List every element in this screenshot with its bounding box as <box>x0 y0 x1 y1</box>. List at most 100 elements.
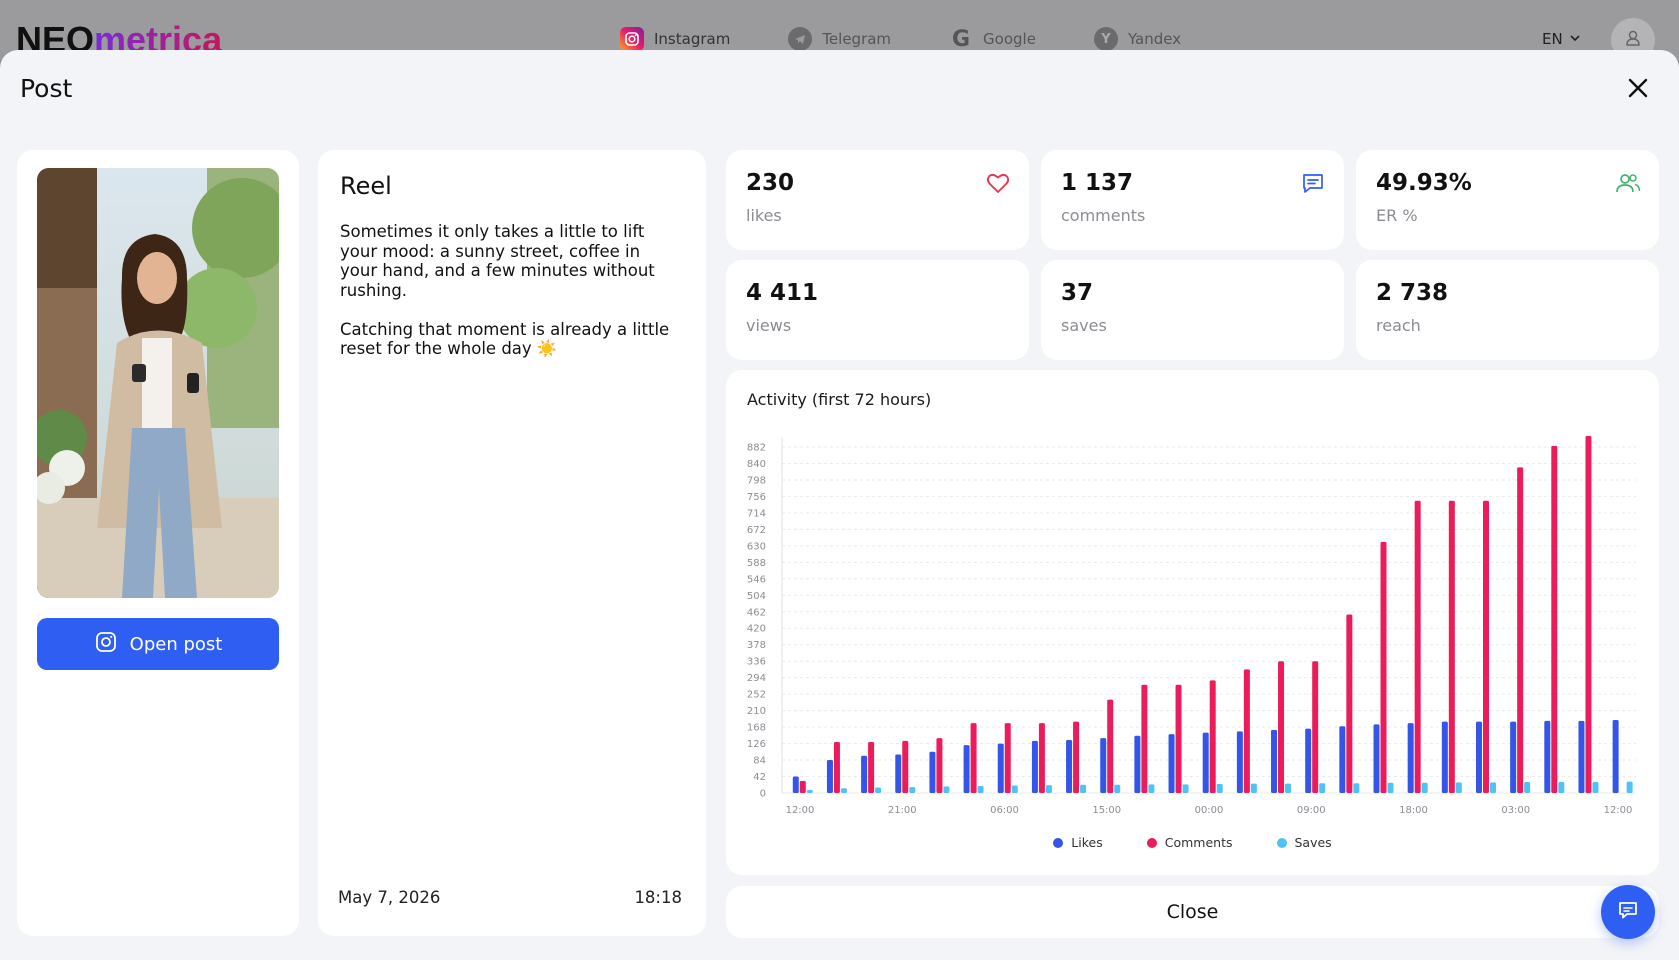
modal-close-button[interactable] <box>1624 76 1652 104</box>
bar-comments <box>1175 684 1182 793</box>
bar-saves <box>1524 782 1531 793</box>
bar-comments <box>1004 723 1011 793</box>
post-time: 18:18 <box>634 888 682 907</box>
y-tick-label: 840 <box>747 459 766 470</box>
instagram-icon <box>94 630 118 659</box>
saves-value: 37 <box>1061 280 1094 306</box>
bar-saves <box>1148 784 1155 793</box>
bar-saves <box>806 789 813 793</box>
y-tick-label: 462 <box>747 607 766 618</box>
bar-likes <box>929 751 936 793</box>
legend-dot-saves <box>1276 837 1287 848</box>
y-tick-label: 336 <box>747 657 766 668</box>
y-tick-label: 378 <box>747 640 766 651</box>
bar-saves <box>1592 782 1599 793</box>
reach-value: 2 738 <box>1376 280 1449 306</box>
bar-comments <box>1482 500 1489 793</box>
nav-item-google[interactable]: G Google <box>949 26 1036 52</box>
user-icon <box>1623 28 1643 52</box>
legend-dot-likes <box>1053 837 1064 848</box>
bar-saves <box>1285 783 1292 793</box>
reach-label: reach <box>1376 316 1421 335</box>
bar-likes <box>1544 720 1551 793</box>
stat-card-views: 4 411 views <box>726 260 1029 360</box>
bar-likes <box>1031 740 1038 793</box>
legend-dot-comments <box>1146 837 1157 848</box>
bar-likes <box>1510 721 1517 793</box>
nav-item-instagram[interactable]: Instagram <box>620 26 730 52</box>
y-tick-label: 84 <box>753 756 766 767</box>
app-logo[interactable]: NEOmetrica <box>16 20 222 54</box>
stat-card-reach: 2 738 reach <box>1356 260 1659 360</box>
y-tick-label: 546 <box>747 574 766 585</box>
activity-chart: 0 42 84 126 168 210 252 294 336 378 420 462 504 546 58… <box>747 436 1636 816</box>
close-button[interactable]: Close <box>726 886 1659 938</box>
nav-item-yandex[interactable]: Y Yandex <box>1093 26 1182 52</box>
bar-comments <box>1551 445 1558 793</box>
y-tick-label: 798 <box>747 475 766 486</box>
legend-label-saves: Saves <box>1294 835 1332 850</box>
stat-card-comments: 1 137 comments <box>1041 150 1344 250</box>
close-icon <box>1627 77 1649 103</box>
language-selector[interactable]: EN <box>1542 30 1581 48</box>
bar-saves <box>1489 782 1496 793</box>
comment-icon <box>1300 170 1326 196</box>
bar-saves <box>1387 782 1394 793</box>
y-tick-label: 882 <box>747 443 766 454</box>
open-post-label: Open post <box>129 633 223 655</box>
legend-label-likes: Likes <box>1071 835 1103 850</box>
open-post-button[interactable]: Open post <box>37 618 279 670</box>
close-button-label: Close <box>1166 901 1219 923</box>
bar-saves <box>1182 784 1189 793</box>
stat-card-saves: 37 saves <box>1041 260 1344 360</box>
nav-label-instagram: Instagram <box>654 30 731 48</box>
bar-likes <box>826 760 833 793</box>
er-value: 49.93% <box>1376 170 1472 196</box>
bar-likes <box>997 743 1004 793</box>
chat-button[interactable] <box>1601 885 1655 939</box>
bar-likes <box>1578 720 1585 793</box>
bar-comments <box>1278 661 1285 793</box>
bar-saves <box>909 787 916 793</box>
y-tick-label: 672 <box>747 525 766 536</box>
bar-saves <box>1421 782 1428 793</box>
bar-comments <box>1312 661 1319 793</box>
x-tick-label: 12:00 <box>1604 805 1633 816</box>
bar-saves <box>1114 784 1121 793</box>
bar-comments <box>1380 541 1387 793</box>
bar-likes <box>1407 723 1414 793</box>
bar-likes <box>1475 721 1482 793</box>
bar-comments <box>1585 436 1592 793</box>
nav-label-telegram: Telegram <box>822 30 892 48</box>
bar-comments <box>1414 500 1421 793</box>
bar-likes <box>895 754 902 793</box>
bar-saves <box>1216 783 1223 793</box>
bar-likes <box>1373 724 1380 793</box>
bar-likes <box>792 776 799 793</box>
y-tick-label: 420 <box>747 624 766 635</box>
views-label: views <box>746 316 792 335</box>
bar-likes <box>861 755 868 793</box>
bar-likes <box>1271 729 1278 793</box>
bar-saves <box>1045 785 1052 793</box>
bar-comments <box>833 742 840 793</box>
logo-text-metrica: metrica <box>94 20 222 54</box>
bar-comments <box>1038 723 1045 793</box>
bar-comments <box>1517 467 1524 793</box>
bar-comments <box>902 740 909 793</box>
y-tick-label: 168 <box>747 723 766 734</box>
comments-value: 1 137 <box>1061 170 1134 196</box>
instagram-icon <box>620 27 644 51</box>
bar-likes <box>1100 738 1107 793</box>
nav-label-yandex: Yandex <box>1127 30 1182 48</box>
x-tick-label: 18:00 <box>1399 805 1428 816</box>
bar-saves <box>1353 783 1360 793</box>
logo-text-neo: NEO <box>16 20 95 54</box>
bar-likes <box>1305 728 1312 793</box>
x-tick-label: 03:00 <box>1501 805 1530 816</box>
nav-item-telegram[interactable]: Telegram <box>788 26 891 52</box>
bar-comments <box>936 738 943 793</box>
y-tick-label: 210 <box>747 706 766 717</box>
bar-saves <box>943 786 950 793</box>
language-label: EN <box>1542 30 1563 48</box>
